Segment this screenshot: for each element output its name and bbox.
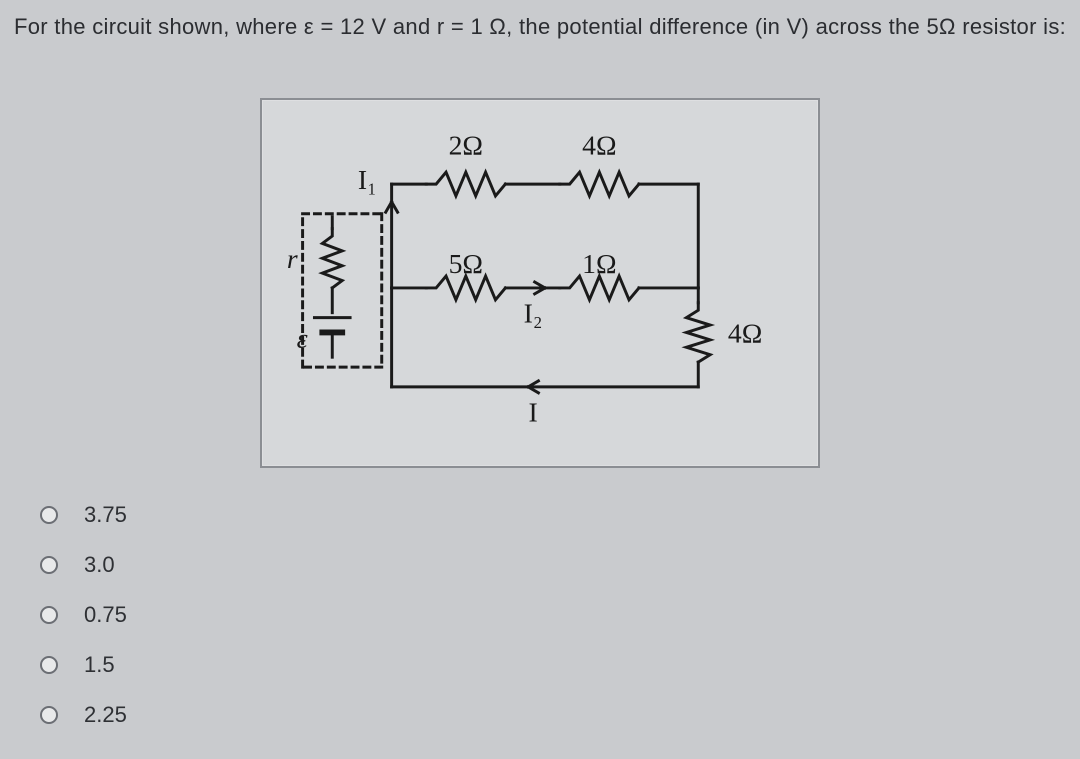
circuit-svg: 2Ω 4Ω 5Ω 1Ω 4Ω I₁ I₂ Ir ε	[262, 100, 818, 466]
radio-icon	[40, 706, 58, 724]
svg-text:4Ω: 4Ω	[582, 129, 616, 160]
question-page: For the circuit shown, where ε = 12 V an…	[0, 0, 1080, 759]
svg-text:ε: ε	[297, 322, 308, 353]
svg-text:I: I	[528, 396, 537, 427]
circuit-diagram: 2Ω 4Ω 5Ω 1Ω 4Ω I₁ I₂ Ir ε	[260, 98, 820, 468]
svg-text:I₁: I₁	[358, 164, 377, 195]
answer-option-d[interactable]: 1.5	[40, 640, 127, 690]
svg-text:5Ω: 5Ω	[449, 248, 483, 279]
answer-label: 1.5	[84, 652, 115, 678]
svg-text:4Ω: 4Ω	[728, 317, 762, 348]
answer-option-c[interactable]: 0.75	[40, 590, 127, 640]
answer-option-b[interactable]: 3.0	[40, 540, 127, 590]
answer-option-e[interactable]: 2.25	[40, 690, 127, 740]
question-text: For the circuit shown, where ε = 12 V an…	[14, 10, 1070, 44]
svg-text:r: r	[287, 243, 298, 274]
answer-option-a[interactable]: 3.75	[40, 490, 127, 540]
radio-icon	[40, 656, 58, 674]
svg-text:1Ω: 1Ω	[582, 248, 616, 279]
answer-label: 2.25	[84, 702, 127, 728]
answer-label: 3.75	[84, 502, 127, 528]
radio-icon	[40, 506, 58, 524]
svg-text:I₂: I₂	[524, 298, 543, 329]
answer-label: 3.0	[84, 552, 115, 578]
svg-text:2Ω: 2Ω	[449, 129, 483, 160]
answer-label: 0.75	[84, 602, 127, 628]
radio-icon	[40, 606, 58, 624]
answers-group: 3.75 3.0 0.75 1.5 2.25	[40, 490, 127, 740]
radio-icon	[40, 556, 58, 574]
